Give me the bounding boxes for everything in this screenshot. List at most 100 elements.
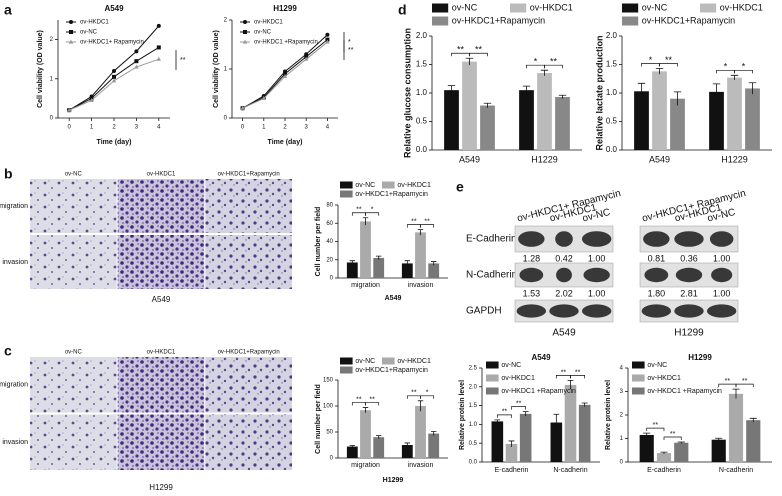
point	[240, 105, 245, 110]
bar	[537, 73, 552, 150]
error-bar	[715, 437, 723, 442]
significance-bracket	[646, 427, 665, 432]
significance-bracket	[570, 375, 586, 379]
blot-band	[581, 231, 612, 247]
legend-swatch	[632, 387, 645, 395]
legend-label: ov-NC	[647, 362, 667, 369]
significance-bracket	[734, 69, 753, 74]
blot-row-label: N-Cadherin	[466, 270, 517, 281]
micrograph-caption: H1299	[149, 483, 173, 492]
y-tick-label: 1.0	[416, 88, 428, 97]
panel-label: b	[4, 166, 13, 182]
legend-swatch	[486, 374, 499, 382]
legend-label: ov-HKDC1	[501, 375, 535, 382]
x-tick-label: 1	[90, 125, 94, 131]
bar	[634, 91, 649, 150]
micrograph	[205, 357, 292, 413]
blot-quant: 1.00	[713, 253, 731, 263]
annotation: **	[356, 207, 362, 214]
annotation: **	[348, 47, 354, 54]
x-tick-label: A549	[459, 154, 480, 164]
error-bar	[417, 400, 424, 412]
legend-label: ov-HKDC1	[80, 20, 109, 26]
error-bar	[362, 217, 369, 226]
y-tick-label: 50	[326, 430, 333, 436]
chart-title: A549	[104, 4, 124, 13]
point	[325, 32, 330, 37]
annotation: **	[457, 45, 465, 55]
error-bar	[483, 102, 492, 108]
bar	[428, 263, 440, 278]
blot-quant: 1.00	[713, 288, 731, 298]
micrograph	[117, 235, 205, 289]
annotation: *	[724, 62, 728, 72]
bar	[373, 437, 385, 458]
bar	[564, 384, 577, 462]
x-tick-label: 2	[283, 125, 287, 131]
error-bar	[447, 85, 456, 95]
legend-label: ov-HKDC1 +Rapamycin	[501, 388, 576, 395]
error-bar	[567, 380, 574, 390]
blot-band	[581, 304, 612, 318]
error-bar	[655, 68, 664, 75]
point	[261, 96, 266, 100]
legend-swatch	[432, 16, 449, 26]
panel-label: a	[4, 2, 12, 18]
point	[156, 45, 161, 50]
blot-band	[556, 267, 572, 283]
point	[134, 64, 139, 69]
error-bar	[465, 57, 474, 66]
micrograph	[30, 179, 117, 233]
row-label: invasion	[2, 439, 28, 446]
y-tick-label: 4	[620, 366, 624, 372]
blot-quant: 1.80	[648, 288, 666, 298]
error-bar	[732, 388, 740, 399]
point	[325, 37, 330, 42]
legend-label: ov-HKDC1	[720, 2, 763, 12]
bar	[550, 422, 563, 462]
error-bar	[748, 82, 757, 95]
blot-band	[519, 267, 544, 283]
error-bar	[749, 417, 757, 423]
annotation: **	[742, 378, 748, 385]
legend-label: ov-NC	[355, 182, 375, 189]
bar	[346, 446, 358, 458]
y-axis-label: Cell number per field	[315, 384, 322, 454]
y-tick-label: 2	[50, 37, 54, 43]
micrograph	[205, 235, 292, 289]
error-bar	[375, 435, 382, 439]
bar	[639, 434, 654, 462]
bar	[670, 98, 685, 150]
column-label: ov-HKDC1+Rapamycin	[218, 172, 280, 178]
significance-bracket	[735, 383, 754, 388]
blot-band	[549, 304, 579, 318]
blot-caption: A549	[552, 328, 576, 339]
blot-band	[674, 304, 704, 318]
bar	[555, 96, 570, 150]
y-tick-label: 2	[620, 413, 624, 419]
blot-quant: 1.00	[588, 288, 606, 298]
y-tick-label: 1	[224, 67, 228, 73]
bar	[505, 443, 518, 462]
x-tick-label: A549	[649, 154, 670, 164]
significance-bracket	[663, 436, 682, 441]
bar	[401, 445, 413, 458]
annotation: **	[475, 45, 483, 55]
legend-marker	[243, 30, 247, 34]
error-bar	[712, 83, 721, 100]
legend-swatch	[622, 16, 639, 26]
blot-band	[674, 231, 704, 247]
bar	[401, 263, 413, 278]
bar	[519, 413, 532, 462]
y-axis-label: Relative protein level	[459, 380, 466, 450]
legend-label: ov-HKDC1	[647, 375, 681, 382]
y-tick-label: 0.5	[469, 441, 478, 447]
bar	[519, 90, 534, 150]
y-axis-label: Relative protein level	[605, 380, 612, 450]
x-tick-label: 3	[305, 125, 309, 131]
y-tick-label: 1.5	[416, 60, 428, 69]
blot-quant: 1.00	[588, 253, 606, 263]
y-tick-label: 1.5	[606, 60, 618, 69]
annotation: **	[180, 57, 186, 64]
